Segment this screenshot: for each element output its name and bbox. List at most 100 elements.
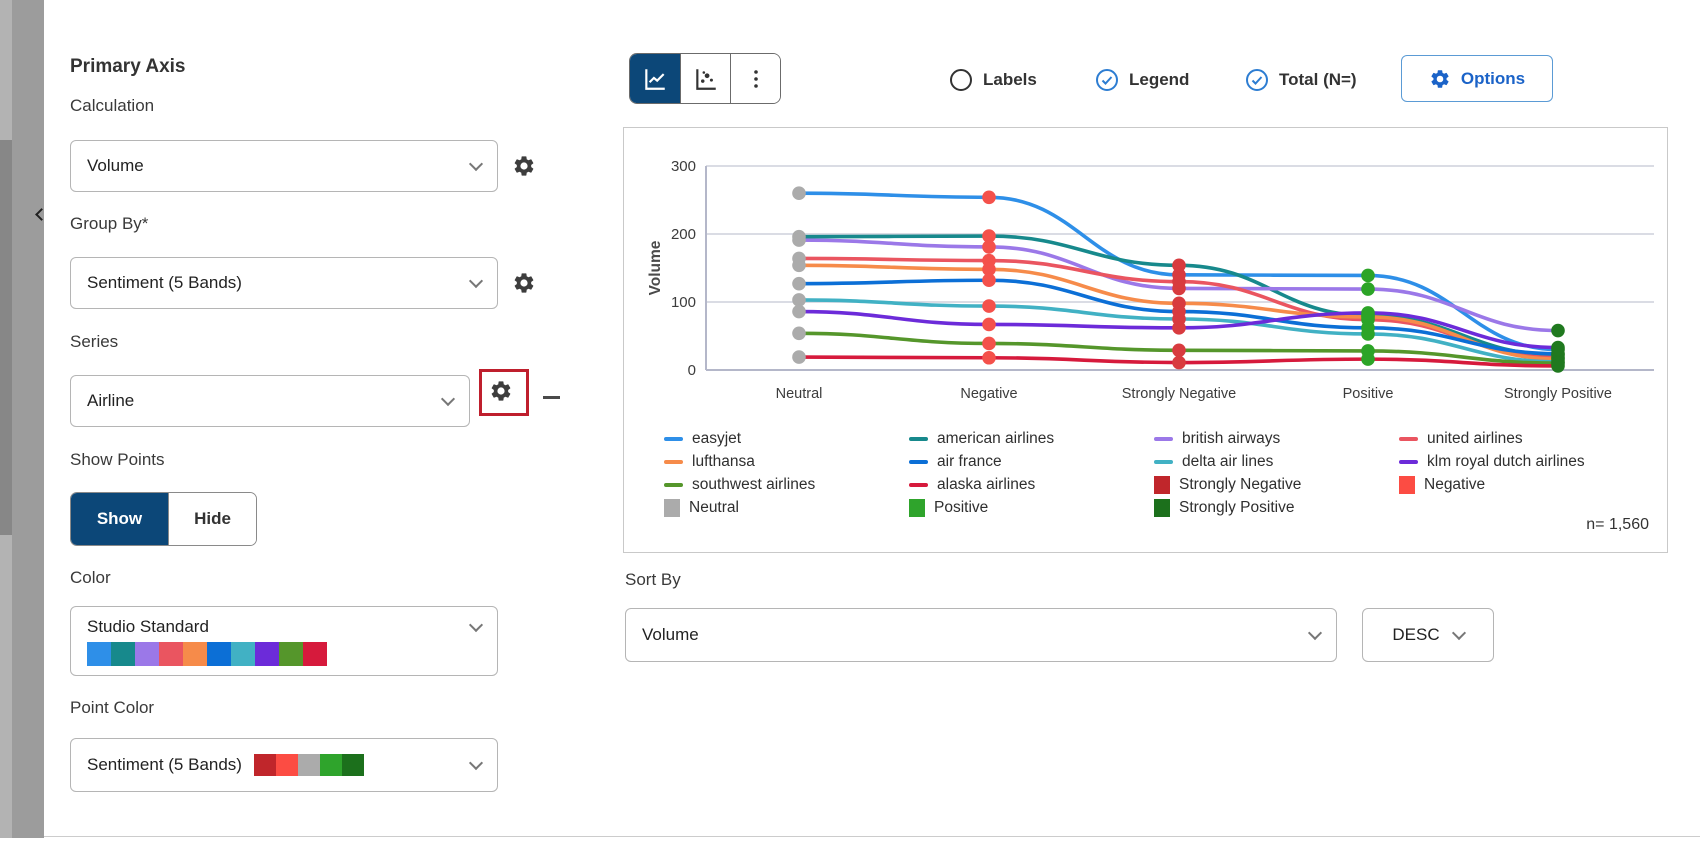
point-color-label: Point Color — [70, 698, 155, 717]
legend-line-swatch — [1154, 437, 1173, 441]
legend-item: klm royal dutch airlines — [1399, 453, 1644, 471]
show-points-show-button[interactable]: Show — [71, 493, 168, 545]
legend-line-swatch — [664, 460, 683, 464]
series-settings-button[interactable] — [487, 377, 515, 405]
legend-item-label: Neutral — [689, 499, 739, 516]
calculation-settings-button[interactable] — [510, 152, 538, 180]
color-swatch — [111, 641, 135, 666]
sort-direction-value: DESC — [1392, 625, 1440, 644]
legend-item-label: lufthansa — [692, 453, 755, 470]
legend-line-swatch — [664, 437, 683, 441]
total-toggle-label: Total (N=) — [1279, 70, 1357, 89]
series-dropdown[interactable]: Airline — [70, 375, 470, 427]
svg-text:Strongly Positive: Strongly Positive — [1504, 386, 1612, 402]
color-dropdown[interactable]: Studio Standard — [70, 606, 498, 676]
options-button-label: Options — [1460, 68, 1526, 88]
kebab-menu-icon — [753, 69, 758, 88]
legend-item-label: klm royal dutch airlines — [1427, 453, 1585, 470]
color-swatch — [87, 641, 111, 666]
chevron-down-icon — [468, 755, 484, 771]
options-button[interactable]: Options — [1401, 55, 1553, 102]
color-swatch — [255, 641, 279, 666]
color-swatches — [87, 641, 481, 666]
legend-item: american airlines — [909, 430, 1154, 448]
color-swatch — [135, 641, 159, 666]
group-by-label: Group By* — [70, 214, 149, 233]
sort-by-dropdown[interactable]: Volume — [625, 608, 1337, 662]
remove-series-button[interactable] — [543, 396, 560, 399]
volume-line-chart: 0 100 200 300 Volume Neutral Negative Strongly … — [647, 158, 1654, 402]
chevron-down-icon — [468, 617, 484, 632]
point-color-dropdown[interactable]: Sentiment (5 Bands) — [70, 738, 498, 792]
chart-type-button-group — [629, 53, 781, 104]
sort-by-value: Volume — [642, 625, 699, 644]
color-swatch — [279, 641, 303, 666]
more-chart-types-button[interactable] — [730, 54, 780, 103]
series-value: Airline — [87, 391, 135, 410]
chart-card: 0 100 200 300 Volume Neutral Negative Strongly … — [623, 127, 1668, 553]
svg-text:Strongly Negative: Strongly Negative — [1122, 386, 1236, 402]
legend-item: Strongly Negative — [1154, 476, 1399, 494]
chevron-down-icon — [1307, 625, 1323, 641]
svg-text:Neutral: Neutral — [776, 386, 823, 402]
svg-text:300: 300 — [671, 158, 696, 175]
chevron-down-icon — [1451, 625, 1466, 641]
calculation-label: Calculation — [70, 96, 155, 115]
color-swatch — [207, 641, 231, 666]
line-chart-type-button[interactable] — [630, 54, 680, 103]
check-circle-icon — [1246, 69, 1268, 91]
legend-item-label: delta air lines — [1182, 453, 1274, 470]
labels-toggle[interactable]: Labels — [949, 68, 1037, 92]
legend-item-label: american airlines — [937, 430, 1055, 447]
scatter-chart-type-button[interactable] — [680, 54, 730, 103]
vertical-scrollbar-track[interactable] — [0, 0, 12, 838]
total-toggle[interactable]: Total (N=) — [1245, 68, 1357, 92]
group-by-value: Sentiment (5 Bands) — [87, 273, 242, 292]
legend-item-label: southwest airlines — [692, 476, 816, 493]
legend-line-swatch — [909, 437, 928, 441]
chevron-down-icon — [440, 391, 456, 407]
chart-legend: easyjet american airlines british airways u… — [664, 430, 1654, 517]
svg-text:0: 0 — [688, 362, 696, 379]
legend-item: british airways — [1154, 430, 1399, 448]
legend-square-swatch — [1154, 499, 1170, 517]
calculation-dropdown[interactable]: Volume — [70, 140, 498, 192]
radio-unchecked-icon — [950, 69, 972, 91]
legend-line-swatch — [664, 483, 683, 487]
sort-direction-select[interactable]: DESC — [1362, 608, 1494, 662]
legend-square-swatch — [909, 499, 925, 517]
legend-toggle[interactable]: Legend — [1095, 68, 1189, 92]
legend-item: Strongly Positive — [1154, 499, 1399, 517]
legend-line-swatch — [1154, 460, 1173, 464]
point-color-swatches — [253, 754, 459, 776]
sort-by-label: Sort By — [625, 570, 681, 589]
vertical-scrollbar-thumb[interactable] — [0, 140, 12, 535]
primary-axis-title: Primary Axis — [70, 56, 186, 77]
legend-square-swatch — [1399, 476, 1415, 494]
group-by-settings-button[interactable] — [510, 269, 538, 297]
color-swatch — [297, 754, 320, 776]
line-chart-icon — [645, 68, 665, 90]
color-swatch — [303, 641, 327, 666]
legend-item-label: easyjet — [692, 430, 742, 447]
show-points-hide-button[interactable]: Hide — [168, 493, 256, 545]
highlight-box — [479, 369, 529, 416]
chevron-down-icon — [468, 156, 484, 172]
legend-line-swatch — [1399, 460, 1418, 464]
group-by-dropdown[interactable]: Sentiment (5 Bands) — [70, 257, 498, 309]
legend-item: easyjet — [664, 430, 909, 448]
color-swatch — [159, 641, 183, 666]
legend-line-swatch — [1399, 437, 1418, 441]
svg-text:Positive: Positive — [1343, 386, 1394, 402]
scatter-plot-icon — [695, 68, 716, 90]
legend-item: alaska airlines — [909, 476, 1154, 494]
gear-icon — [1429, 68, 1451, 90]
legend-line-swatch — [909, 483, 928, 487]
legend-square-swatch — [1154, 476, 1170, 494]
legend-item-label: Strongly Negative — [1179, 476, 1302, 493]
point-color-value: Sentiment (5 Bands) — [87, 755, 242, 774]
legend-item: Positive — [909, 499, 1154, 517]
legend-item-label: Strongly Positive — [1179, 499, 1295, 516]
color-value: Studio Standard — [87, 616, 209, 636]
